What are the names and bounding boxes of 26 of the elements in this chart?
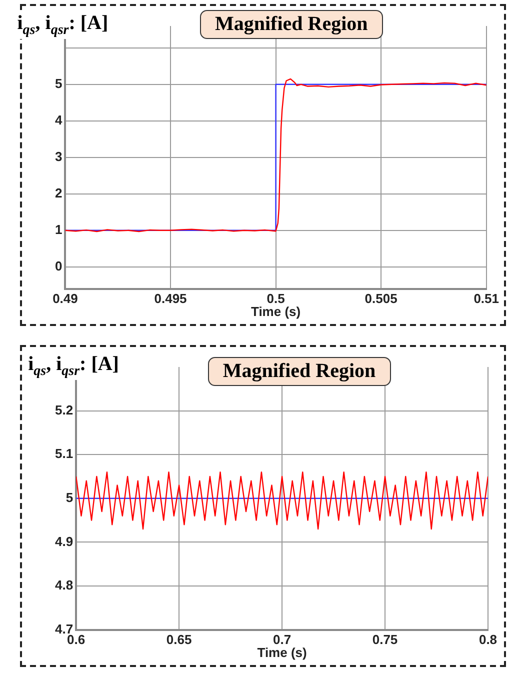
- x-tick-label: 0.65: [166, 632, 192, 648]
- x-tick-label: 0.8: [478, 632, 498, 648]
- x-axis-title: Time (s): [250, 304, 301, 319]
- x-tick-label: 0.495: [154, 291, 187, 306]
- x-tick-label: 0.51: [474, 291, 500, 306]
- annotation: Magnified Region: [208, 357, 391, 386]
- y-tick-label: 5.1: [54, 446, 74, 462]
- y-axis-title: i$_{qs}$, i$_{qsr}$: [A]: [26, 353, 121, 380]
- y-tick-label: 0: [54, 258, 62, 274]
- x-tick-label: 0.505: [364, 291, 398, 306]
- x-tick-label: 0.5: [266, 291, 285, 306]
- x-tick-label: 0.75: [372, 632, 398, 648]
- y-tick-label: 4: [54, 112, 63, 128]
- y-tick-label: 3: [54, 148, 62, 164]
- annotation: Magnified Region: [200, 10, 383, 39]
- y-tick-label: 1: [54, 222, 62, 237]
- y-tick-label: 5: [66, 490, 74, 505]
- y-tick-label: 4.8: [54, 578, 74, 593]
- y-tick-label: 5: [54, 76, 62, 91]
- y-tick-label: 4.9: [54, 534, 74, 549]
- x-tick-label: 0.49: [52, 291, 78, 306]
- y-axis-title: i$_{qs}$, i$_{qsr}$: [A]: [15, 12, 110, 39]
- x-axis-title: Time (s): [257, 644, 307, 660]
- y-tick-label: 2: [54, 185, 62, 200]
- x-tick-label: 0.7: [272, 632, 292, 648]
- y-tick-label: 5.2: [54, 402, 74, 418]
